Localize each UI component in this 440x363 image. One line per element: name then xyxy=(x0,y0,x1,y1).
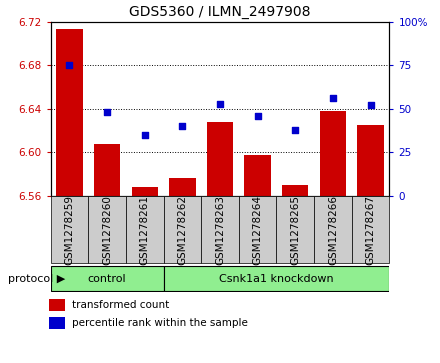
Bar xyxy=(164,266,389,291)
Text: GSM1278259: GSM1278259 xyxy=(64,195,74,265)
Bar xyxy=(239,196,276,263)
Point xyxy=(216,101,224,107)
Text: GSM1278260: GSM1278260 xyxy=(102,195,112,265)
Bar xyxy=(314,196,352,263)
Point xyxy=(66,62,73,68)
Bar xyxy=(169,178,195,196)
Bar xyxy=(276,196,314,263)
Text: control: control xyxy=(88,274,126,284)
Text: GSM1278263: GSM1278263 xyxy=(215,195,225,265)
Point xyxy=(367,102,374,108)
Text: GSM1278261: GSM1278261 xyxy=(140,195,150,265)
Bar xyxy=(51,196,88,263)
Bar xyxy=(88,196,126,263)
Text: percentile rank within the sample: percentile rank within the sample xyxy=(73,318,248,328)
Point xyxy=(103,110,110,115)
Bar xyxy=(207,122,233,196)
Bar xyxy=(201,196,239,263)
Text: protocol ▶: protocol ▶ xyxy=(7,274,65,284)
Text: GSM1278264: GSM1278264 xyxy=(253,195,263,265)
Bar xyxy=(320,111,346,196)
Bar xyxy=(164,196,201,263)
Point xyxy=(141,132,148,138)
Text: GSM1278262: GSM1278262 xyxy=(177,195,187,265)
Point xyxy=(254,113,261,119)
Bar xyxy=(56,29,83,196)
Point xyxy=(330,95,337,101)
Bar xyxy=(126,196,164,263)
Bar xyxy=(352,196,389,263)
Text: Csnk1a1 knockdown: Csnk1a1 knockdown xyxy=(219,274,334,284)
Bar xyxy=(49,317,66,329)
Bar xyxy=(94,144,120,196)
Point xyxy=(179,123,186,129)
Bar xyxy=(51,266,164,291)
Text: GSM1278267: GSM1278267 xyxy=(366,195,376,265)
Point xyxy=(292,127,299,133)
Bar xyxy=(49,299,66,311)
Bar xyxy=(357,125,384,196)
Bar xyxy=(282,185,308,196)
Text: GSM1278266: GSM1278266 xyxy=(328,195,338,265)
Title: GDS5360 / ILMN_2497908: GDS5360 / ILMN_2497908 xyxy=(129,5,311,19)
Text: GSM1278265: GSM1278265 xyxy=(290,195,300,265)
Bar xyxy=(132,187,158,196)
Bar xyxy=(245,155,271,196)
Text: transformed count: transformed count xyxy=(73,300,170,310)
